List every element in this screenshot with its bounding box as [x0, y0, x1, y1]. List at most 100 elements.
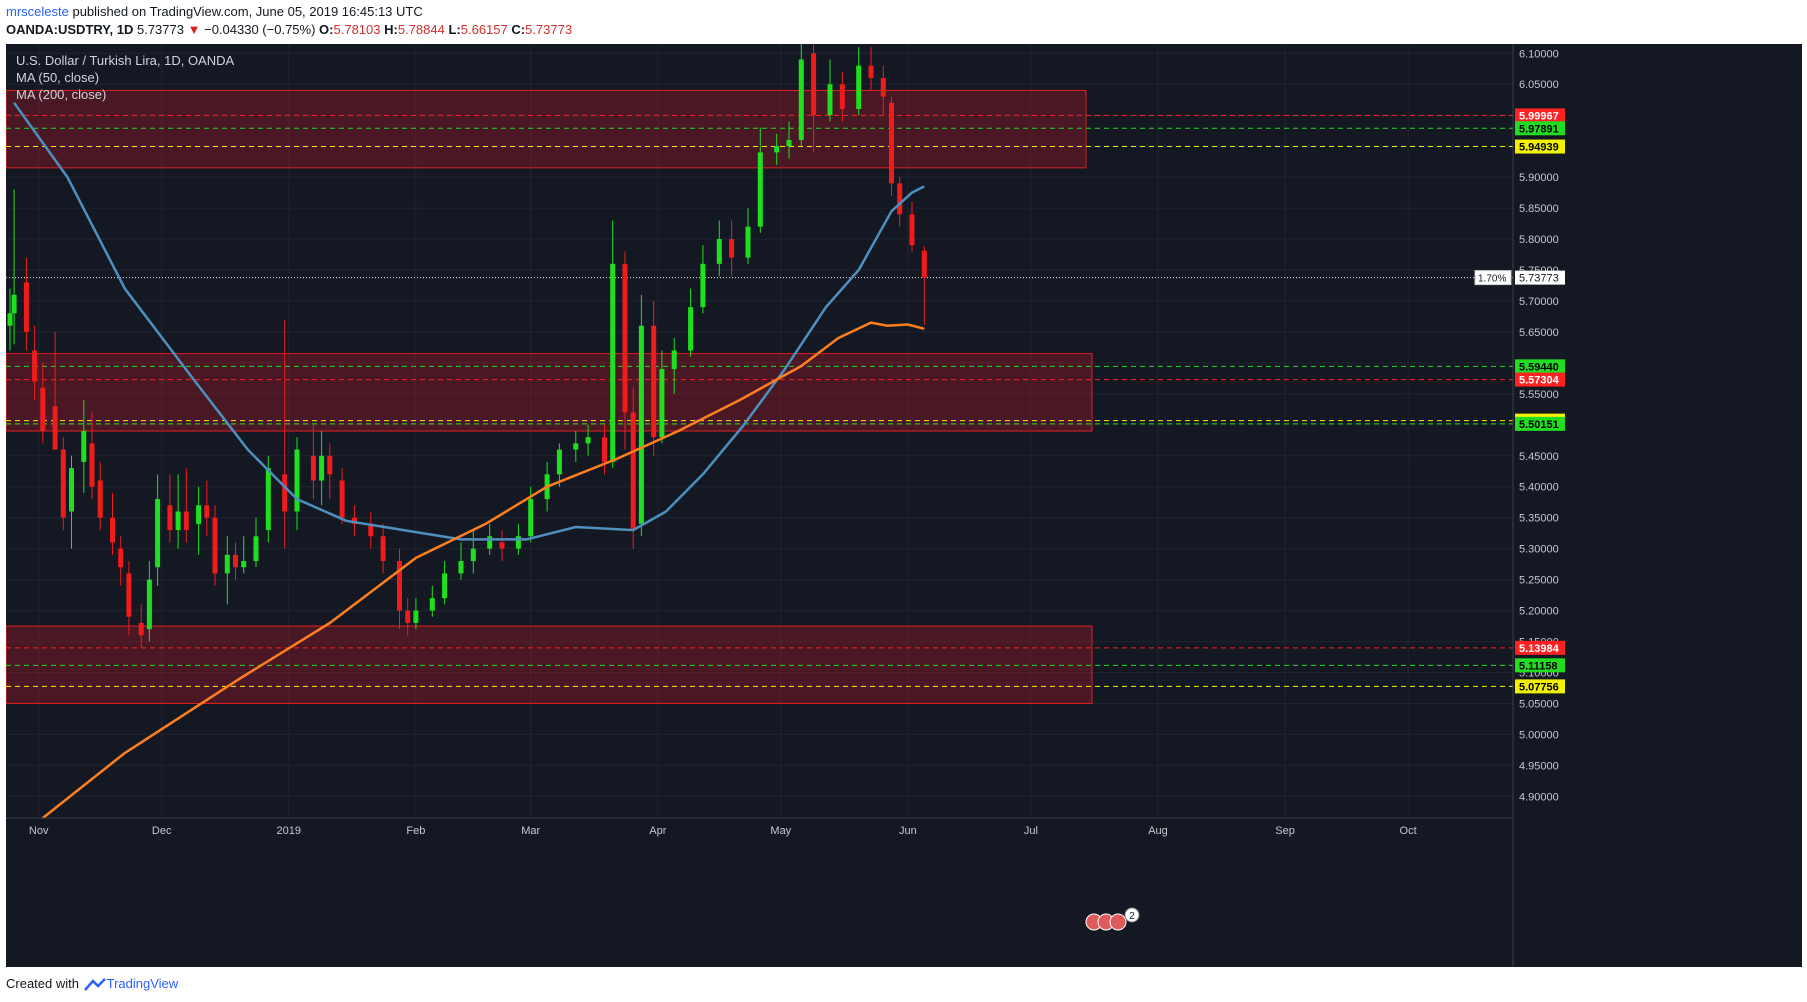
events-marker[interactable]: 2 [1085, 907, 1140, 931]
candle-body [175, 511, 181, 531]
last-price-tag-bg [1515, 270, 1565, 285]
level-price-tag: 5.07756 [1519, 681, 1559, 693]
candle-body [204, 505, 210, 518]
candle-body [499, 542, 505, 549]
candle-body [458, 561, 464, 574]
symbol-label: OANDA:USDTRY, 1D [6, 22, 134, 37]
last-price: 5.73773 [136, 22, 184, 37]
us-flag-event-icon[interactable] [1109, 913, 1127, 931]
candle-body [573, 443, 579, 450]
candle-body [253, 536, 259, 562]
candle-body [52, 406, 58, 450]
price-tick-label: 5.80000 [1519, 234, 1559, 246]
price-tick-label: 5.25000 [1519, 575, 1559, 587]
price-tick-label: 4.95000 [1519, 760, 1559, 772]
time-tick-label: Dec [152, 825, 172, 837]
price-tick-label: 5.90000 [1519, 172, 1559, 184]
candle-body [745, 226, 751, 258]
legend-ma200[interactable]: MA (200, close) [16, 87, 107, 102]
candle-body [380, 536, 386, 562]
last-pct-bg [1474, 270, 1512, 286]
candle-body [638, 325, 644, 524]
price-tick-label: 5.70000 [1519, 296, 1559, 308]
level-price-tag-bg [1515, 139, 1565, 154]
price-tick-label: 5.85000 [1519, 203, 1559, 215]
publish-text: published on TradingView.com, June 05, 2… [68, 4, 423, 19]
time-tick-label: Mar [521, 825, 540, 837]
price-chart[interactable]: 6.100006.050006.000005.950005.900005.850… [6, 44, 1802, 967]
price-tick-label: 5.55000 [1519, 389, 1559, 401]
events-count-badge[interactable] [1124, 907, 1140, 923]
high-value: 5.78844 [397, 22, 445, 37]
price-tick-label: 5.20000 [1519, 606, 1559, 618]
level-price-tag: 5.11158 [1519, 660, 1558, 672]
support-resistance-zone [6, 353, 1093, 432]
level-price-tag: 5.99967 [1519, 110, 1559, 122]
candle-body [630, 412, 636, 531]
ma200-line [42, 321, 925, 819]
candle-body [556, 449, 562, 475]
legend-ma50[interactable]: MA (50, close) [16, 70, 100, 85]
time-tick-label: Jul [1024, 825, 1038, 837]
tradingview-logo-icon [83, 977, 106, 991]
candle-body [97, 480, 103, 518]
candle-body [602, 437, 607, 462]
author-link[interactable]: mrsceleste [6, 4, 69, 19]
candle-body [69, 468, 74, 512]
price-tick-label: 5.00000 [1519, 729, 1559, 741]
ma50-line [13, 102, 925, 541]
candle-body [241, 561, 247, 568]
level-price-tag: 5.94939 [1519, 142, 1559, 154]
candle-body [126, 573, 132, 617]
close-label: C: [511, 22, 526, 37]
time-tick-label: Sep [1275, 825, 1295, 837]
symbol-info: OANDA:USDTRY, 1D 5.73773 ▼ −0.04330 (−0.… [6, 22, 572, 37]
level-price-tag: 5.59440 [1519, 361, 1559, 373]
level-price-tag-bg [1515, 121, 1565, 136]
candle-body [183, 511, 189, 531]
price-change: −0.04330 (−0.75%) [204, 22, 316, 37]
candle-body [868, 65, 874, 79]
price-tick-label: 5.45000 [1519, 451, 1559, 463]
candle-body [880, 78, 886, 97]
candle-body [487, 536, 493, 549]
candle-body [327, 455, 333, 475]
price-tick-label: 5.35000 [1519, 513, 1559, 525]
candle-body [729, 239, 735, 258]
candle-body [351, 517, 357, 524]
price-tick-label: 4.90000 [1519, 791, 1559, 803]
candle-body [32, 350, 38, 382]
candle-body [622, 263, 628, 413]
candle-body [839, 84, 845, 110]
support-resistance-zone [6, 625, 1093, 704]
price-tick-label: 5.40000 [1519, 482, 1559, 494]
level-price-tag-bg [1515, 658, 1565, 673]
moving-averages-layer [13, 102, 925, 819]
candle-body [40, 387, 46, 431]
zones-layer [6, 89, 1093, 704]
open-label: O: [319, 22, 334, 37]
candle-body [23, 282, 29, 332]
chart-legend: U.S. Dollar / Turkish Lira, 1D, OANDA MA… [16, 52, 234, 103]
price-tick-label: 5.05000 [1519, 698, 1559, 710]
candle-body [233, 554, 238, 568]
candle-body [528, 499, 534, 537]
candle-body [282, 474, 288, 512]
candle-body [811, 53, 817, 116]
low-value: 5.66157 [460, 22, 508, 37]
candle-body [60, 449, 66, 518]
chart-area[interactable]: 6.100006.050006.000005.950005.900005.850… [6, 44, 1802, 967]
candle-body [167, 505, 173, 531]
tradingview-link[interactable]: TradingView [106, 976, 179, 991]
candle-body [413, 610, 419, 623]
price-axis: 6.100006.050006.000005.950005.900005.850… [1512, 44, 1802, 967]
candle-body [856, 65, 862, 110]
publish-info: mrsceleste published on TradingView.com,… [6, 4, 423, 19]
candle-body [81, 431, 87, 462]
candle-body [368, 523, 374, 537]
time-tick-label: Jun [899, 825, 917, 837]
candle-body [470, 548, 476, 562]
level-price-tag-bg [1515, 640, 1565, 655]
candle-body [339, 480, 345, 518]
candle-body [716, 239, 722, 264]
